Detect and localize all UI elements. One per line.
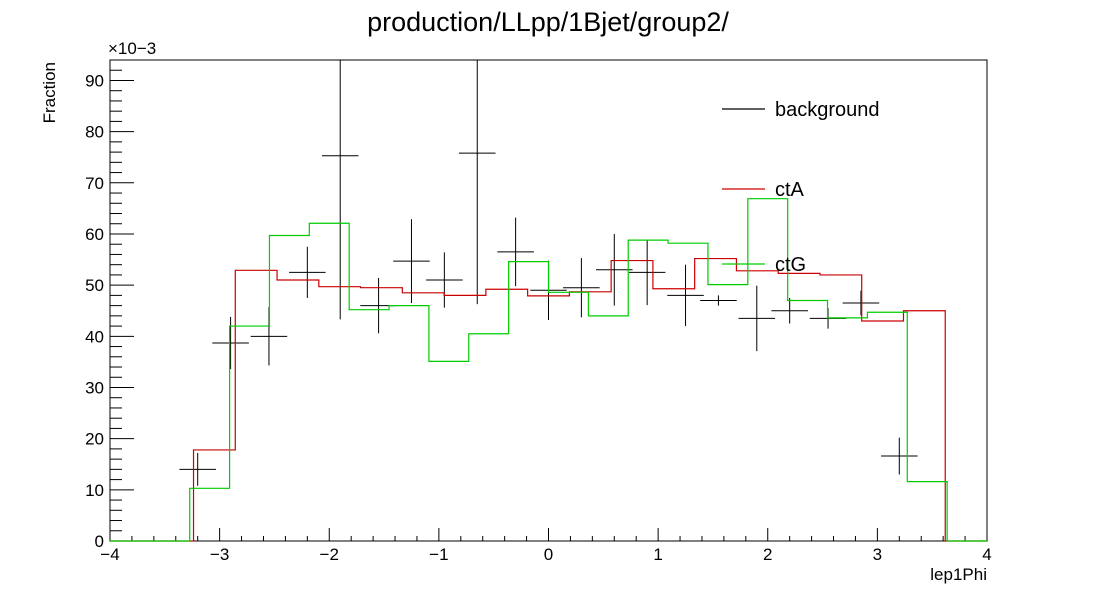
y-tick-label: 0 [95,532,104,551]
x-tick-label: 1 [653,545,662,564]
y-tick-label: 40 [85,327,104,346]
y-tick-label: 70 [85,174,104,193]
x-tick-label: 0 [544,545,553,564]
ctA-step-line [110,257,987,542]
series-layer [110,60,987,542]
legend-label-ctA: ctA [775,179,805,201]
axis-ticks [109,59,988,542]
legend-label-background: background [775,99,880,121]
y-tick-label: 30 [85,378,104,397]
series-ctA [110,257,987,542]
series-ctG [110,198,987,542]
x-tick-label: −3 [210,545,229,564]
x-axis-title: lep1Phi [930,565,987,584]
y-tick-label: 60 [85,225,104,244]
x-tick-label: 4 [982,545,991,564]
y-tick-label: 10 [85,481,104,500]
y-tick-label: 80 [85,123,104,142]
x-tick-label: 2 [763,545,772,564]
x-tick-label: −4 [100,545,119,564]
x-tick-label: −1 [429,545,448,564]
legend: background ctA ctG [722,99,880,276]
y-tick-label: 90 [85,71,104,90]
y-axis-multiplier: ×10−3 [108,39,156,58]
y-tick-label: 20 [85,430,104,449]
x-tick-label: −2 [320,545,339,564]
ctG-step-line [110,198,987,542]
legend-label-ctG: ctG [775,254,806,276]
x-tick-label: 3 [873,545,882,564]
y-axis-title: Fraction [40,62,59,123]
chart-title: production/LLpp/1Bjet/group2/ [367,7,729,37]
y-tick-label: 50 [85,276,104,295]
